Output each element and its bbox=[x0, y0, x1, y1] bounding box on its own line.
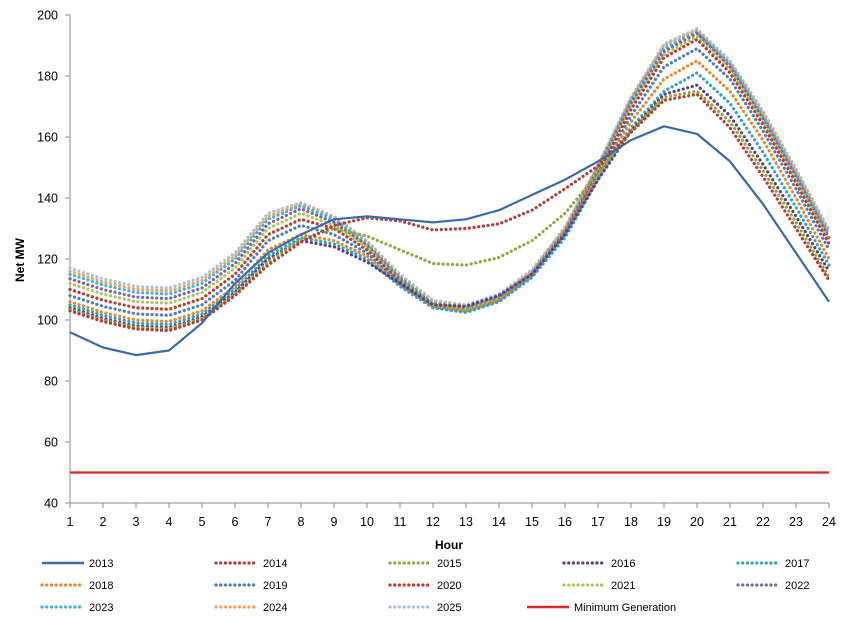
legend-label-2021: 2021 bbox=[611, 580, 635, 592]
y-tick-label: 200 bbox=[37, 9, 58, 23]
series-line-2016 bbox=[68, 83, 831, 330]
x-tick-label: 20 bbox=[690, 515, 704, 529]
legend-label-2022: 2022 bbox=[785, 580, 809, 592]
series-line-2021 bbox=[68, 34, 831, 311]
y-tick-label: 180 bbox=[37, 70, 58, 84]
legend-label-2015: 2015 bbox=[437, 558, 461, 570]
x-tick-label: 16 bbox=[558, 515, 572, 529]
x-axis-label: Hour bbox=[435, 538, 463, 552]
x-tick-label: 18 bbox=[624, 515, 638, 529]
x-tick-label: 23 bbox=[789, 515, 803, 529]
legend-label-2023: 2023 bbox=[89, 602, 113, 614]
x-tick-label: 6 bbox=[232, 515, 239, 529]
series-line-2020 bbox=[68, 37, 831, 313]
x-tick-label: 24 bbox=[822, 515, 836, 529]
y-tick-label: 40 bbox=[44, 497, 58, 511]
x-tick-label: 14 bbox=[492, 515, 506, 529]
series-layer bbox=[68, 27, 831, 474]
x-tick-label: 22 bbox=[756, 515, 770, 529]
legend-label-2016: 2016 bbox=[611, 558, 635, 570]
x-tick-label: 15 bbox=[525, 515, 539, 529]
series-line-2019 bbox=[68, 46, 831, 317]
x-axis-ticks: 1 2 3 4 5 6 7 8 9 10 11 12 13 14 15 16 17 18 19 20 21 22 23 24 bbox=[67, 503, 836, 529]
series-line-2022 bbox=[68, 31, 831, 311]
y-axis-ticks: 40 60 80 100 120 140 160 180 200 bbox=[37, 9, 70, 511]
series-line-2023 bbox=[68, 30, 831, 310]
x-tick-label: 21 bbox=[723, 515, 737, 529]
legend-label-2017: 2017 bbox=[785, 558, 809, 570]
y-tick-label: 80 bbox=[44, 375, 58, 389]
y-tick-label: 160 bbox=[37, 131, 58, 145]
x-tick-label: 11 bbox=[394, 515, 407, 529]
legend-label-minimum-generation: Minimum Generation bbox=[574, 602, 676, 614]
series-line-2024 bbox=[68, 28, 831, 308]
x-tick-label: 7 bbox=[265, 515, 272, 529]
x-tick-label: 12 bbox=[426, 515, 440, 529]
x-tick-label: 9 bbox=[331, 515, 338, 529]
series-line-2014 bbox=[68, 92, 831, 333]
x-tick-label: 4 bbox=[166, 515, 173, 529]
series-line-2018 bbox=[68, 59, 831, 324]
x-tick-label: 5 bbox=[199, 515, 206, 529]
series-line-2013 bbox=[69, 125, 830, 357]
series-line-2017 bbox=[68, 71, 831, 327]
legend-label-2013: 2013 bbox=[89, 558, 113, 570]
x-tick-label: 13 bbox=[459, 515, 473, 529]
y-tick-label: 140 bbox=[37, 192, 58, 206]
x-tick-label: 8 bbox=[298, 515, 305, 529]
x-tick-label: 19 bbox=[657, 515, 671, 529]
x-tick-label: 2 bbox=[100, 515, 107, 529]
series-line-2025 bbox=[68, 27, 831, 307]
x-tick-label: 1 bbox=[67, 515, 74, 529]
x-tick-label: 10 bbox=[360, 515, 374, 529]
legend-label-2019: 2019 bbox=[263, 580, 287, 592]
legend-label-2024: 2024 bbox=[263, 602, 287, 614]
x-tick-label: 17 bbox=[591, 515, 605, 529]
chart-legend: 2013 2014 2015 2016 2017 2018 2019 2020 2021 2022… bbox=[40, 558, 809, 614]
x-tick-label: 3 bbox=[133, 515, 140, 529]
y-tick-label: 100 bbox=[37, 314, 58, 328]
y-tick-label: 120 bbox=[37, 253, 58, 267]
legend-label-2014: 2014 bbox=[263, 558, 287, 570]
legend-label-2018: 2018 bbox=[89, 580, 113, 592]
legend-label-2020: 2020 bbox=[437, 580, 461, 592]
legend-label-2025: 2025 bbox=[437, 602, 461, 614]
y-tick-label: 60 bbox=[44, 436, 58, 450]
y-axis-label: Net MW bbox=[13, 237, 27, 282]
